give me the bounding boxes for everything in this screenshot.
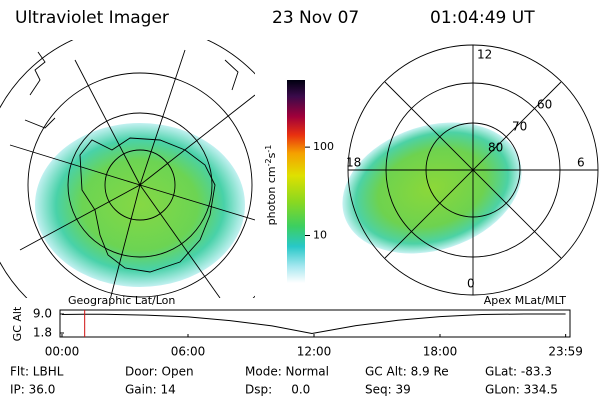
mlt-label: 0 xyxy=(467,277,475,291)
status-field: Door: Open xyxy=(125,365,194,379)
x-tick-label: 12:00 xyxy=(297,345,332,359)
date: 23 Nov 07 xyxy=(272,8,359,28)
label-text: s xyxy=(265,152,278,158)
status-field: GC Alt: 8.9 Re xyxy=(365,365,449,379)
orbit-plot: GC Alt 9.0 1.8 00:00 06:00 12:00 18:00 23:59 xyxy=(11,306,583,358)
x-tick-label: 18:00 xyxy=(423,345,458,359)
magnetic-map: 12 18 6 0 60 70 80 xyxy=(342,44,599,296)
status-field: Flt: LBHL xyxy=(10,365,64,379)
mlt-label: 18 xyxy=(346,156,361,170)
status-field: GLon: 334.5 xyxy=(485,383,558,397)
status-field: GLat: -83.3 xyxy=(485,365,552,379)
colorbar-tick-label: 100 xyxy=(313,140,334,153)
plot-frame xyxy=(59,309,571,338)
x-tick-label: 00:00 xyxy=(45,345,80,359)
status-field: Mode: Normal xyxy=(245,365,329,379)
x-tick-label: 06:00 xyxy=(171,345,206,359)
x-tick-label: 23:59 xyxy=(548,345,583,359)
time: 01:04:49 UT xyxy=(430,8,535,28)
label-text: photon cm xyxy=(265,166,278,225)
colorbar: photon cm-2s-1 10 100 xyxy=(264,80,334,283)
colorbar-scale xyxy=(287,80,305,283)
geographic-map xyxy=(0,40,255,298)
y-tick-label: 1.8 xyxy=(33,326,52,340)
colorbar-label: photon cm-2s-1 xyxy=(264,145,279,226)
y-tick-label: 9.0 xyxy=(33,307,52,321)
mlat-label: 60 xyxy=(537,98,552,112)
y-axis-label: GC Alt xyxy=(11,306,24,341)
status-field: Seq: 39 xyxy=(365,383,411,397)
mlt-label: 12 xyxy=(477,48,492,62)
left-map-label: Geographic Lat/Lon xyxy=(68,294,175,307)
status-field: IP: 36.0 xyxy=(10,383,55,397)
footer: Flt: LBHL Door: Open Mode: Normal GC Alt: 8… xyxy=(10,365,558,397)
mlat-label: 80 xyxy=(488,141,503,155)
mlt-label: 6 xyxy=(577,156,585,170)
label-sup: -1 xyxy=(264,145,273,153)
title: Ultraviolet Imager xyxy=(15,8,169,28)
mlat-label: 70 xyxy=(512,120,527,134)
header: Ultraviolet Imager 23 Nov 07 01:04:49 UT xyxy=(15,8,535,28)
status-field: Dsp: 0.0 xyxy=(245,383,310,397)
label-sup: -2 xyxy=(264,158,273,166)
right-map-label: Apex MLat/MLT xyxy=(484,294,567,307)
colorbar-tick-label: 10 xyxy=(313,228,327,241)
status-field: Gain: 14 xyxy=(125,383,176,397)
altitude-line xyxy=(61,313,566,335)
